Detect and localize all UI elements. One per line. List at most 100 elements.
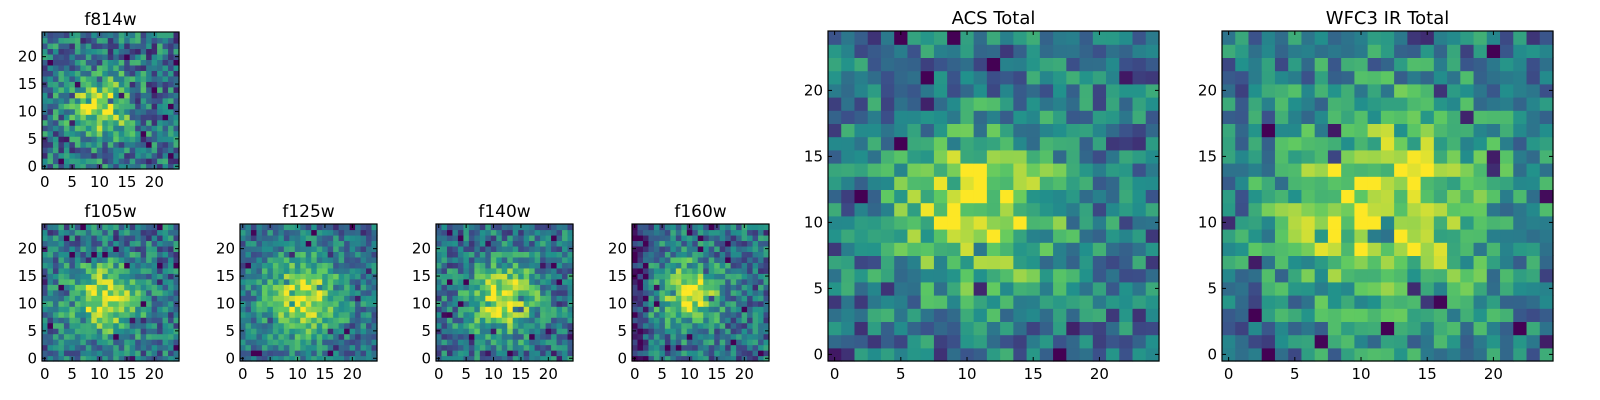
heatmap-cell (1274, 97, 1289, 111)
heatmap-cell (124, 339, 131, 346)
heatmap-cell (107, 234, 114, 242)
heatmap-cell (162, 333, 169, 340)
heatmap-cell (1327, 31, 1342, 45)
heatmap-cell (933, 176, 948, 190)
heatmap-cell (675, 229, 682, 236)
heatmap-cell (107, 70, 114, 77)
heatmap-cell (512, 267, 519, 274)
heatmap-cell (648, 311, 655, 318)
heatmap-cell (135, 295, 142, 302)
heatmap-cell (664, 224, 671, 231)
heatmap-cell (436, 322, 443, 329)
heatmap-cell (102, 53, 109, 60)
heatmap-cell (670, 267, 677, 274)
heatmap-cell (725, 273, 732, 280)
heatmap-cell (91, 97, 98, 104)
heatmap-cell (1526, 255, 1541, 270)
heatmap-cell (85, 42, 92, 50)
heatmap-cell (107, 59, 114, 66)
heatmap-cell (1539, 202, 1554, 217)
heatmap-cell (1013, 97, 1028, 111)
heatmap-cell (168, 344, 175, 351)
heatmap-cell (1473, 215, 1488, 230)
heatmap-cell (675, 317, 682, 324)
heatmap-cell (452, 355, 459, 362)
heatmap-cell (1513, 97, 1528, 111)
heatmap-cell (463, 278, 470, 285)
heatmap-cell (102, 328, 109, 335)
heatmap-cell (168, 245, 175, 252)
heatmap-cell (1039, 295, 1054, 309)
heatmap-cell (1261, 255, 1276, 270)
heatmap-cell (1341, 83, 1355, 98)
heatmap-cell (272, 295, 279, 302)
heatmap-cell (1513, 215, 1528, 230)
heatmap-cell (118, 224, 125, 231)
heatmap-cell (322, 317, 329, 324)
heatmap-cell (322, 278, 329, 285)
heatmap-cell (1026, 347, 1041, 362)
heatmap-cell (664, 262, 671, 269)
heatmap-cell (355, 267, 362, 274)
heatmap-cell (1248, 136, 1263, 151)
heatmap-cell (1145, 334, 1160, 349)
heatmap-cell (1119, 202, 1134, 217)
heatmap-cell (446, 267, 454, 274)
heatmap-cell (534, 295, 541, 302)
heatmap-cell (113, 152, 120, 159)
heatmap-cell (512, 224, 519, 231)
heatmap-cell (58, 97, 65, 104)
x-tick-label: 5 (657, 365, 667, 383)
heatmap-cell (294, 284, 301, 291)
heatmap-cell (1420, 268, 1435, 283)
heatmap-cell (1380, 176, 1395, 190)
heatmap-cell (1026, 281, 1041, 296)
heatmap-cell (551, 256, 558, 263)
heatmap-cell (567, 289, 574, 296)
heatmap-cell (681, 295, 688, 302)
heatmap-cell (283, 234, 290, 242)
heatmap-cell (1539, 268, 1554, 283)
heatmap-cell (113, 229, 120, 236)
heatmap-cell (157, 158, 164, 165)
heatmap-cell (42, 267, 49, 274)
heatmap-cell (933, 44, 948, 58)
heatmap-cell (697, 355, 704, 362)
heatmap-cell (316, 322, 323, 329)
heatmap-cell (52, 289, 60, 296)
heatmap-cell (1354, 321, 1369, 336)
heatmap-cell (518, 322, 525, 329)
heatmap-cell (157, 251, 164, 258)
heatmap-cell (752, 355, 759, 362)
heatmap-cell (118, 92, 125, 99)
heatmap-cell (730, 300, 737, 307)
heatmap-cell (272, 267, 279, 274)
heatmap-cell (725, 333, 732, 340)
heatmap-cell (670, 245, 677, 252)
heatmap-cell (446, 262, 454, 269)
heatmap-cell (146, 322, 153, 329)
heatmap-cell (327, 251, 334, 258)
heatmap-cell (151, 53, 158, 60)
heatmap-cell (52, 42, 60, 50)
y-tick-label: 20 (608, 240, 627, 258)
heatmap-cell (283, 262, 290, 269)
heatmap-cell (85, 311, 92, 318)
heatmap-cell (648, 240, 655, 247)
heatmap-cell (452, 262, 459, 269)
y-tick-label: 5 (27, 130, 37, 148)
heatmap-cell (1420, 97, 1435, 111)
heatmap-cell (545, 278, 552, 285)
heatmap-cell (1473, 44, 1488, 58)
heatmap-cell (463, 339, 470, 346)
heatmap-cell (294, 311, 301, 318)
heatmap-cell (1000, 347, 1014, 362)
heatmap-cell (102, 295, 109, 302)
heatmap-cell (828, 163, 842, 177)
heatmap-cell (1314, 268, 1329, 283)
heatmap-cell (719, 234, 726, 242)
heatmap-cell (653, 251, 660, 258)
heatmap-cell (452, 300, 459, 307)
heatmap-cell (556, 339, 563, 346)
